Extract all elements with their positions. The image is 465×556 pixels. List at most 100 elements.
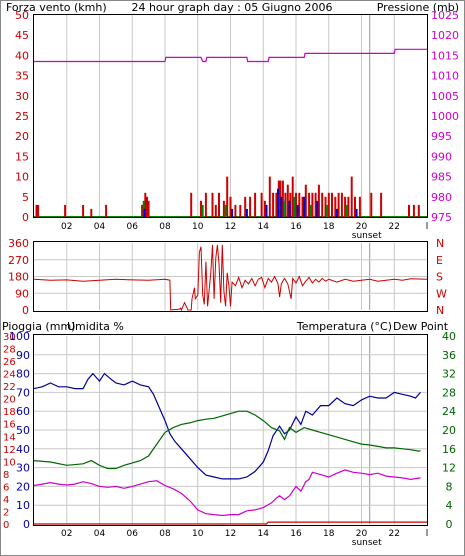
rain-tick-label: 6 [3,482,9,493]
x-tick-label: 16 [290,529,302,539]
wind-bar [314,192,317,217]
rain-tick-label: 4 [3,495,9,506]
wind-bar [90,208,93,217]
wind-bar [35,204,38,217]
wind-bar [311,192,314,217]
gust-bar [143,208,146,217]
dewpoint-axis-title: Dew Point [393,320,449,333]
x-tick-label: 12 [225,529,236,539]
wind-bar [308,192,311,217]
x-tick-label: 18 [323,222,335,232]
compass-label: N [436,304,444,317]
x-tick-label: 22 [389,529,400,539]
wind-bar [64,204,67,217]
wind-bar [331,192,333,217]
wind-bar [82,204,85,217]
rain-tick-label: 14 [3,432,16,443]
humidity-tick-label: 90 [16,349,30,362]
wind-bar [358,196,361,217]
wind-bar [214,204,217,217]
sunset-label: sunset [352,231,382,241]
sunset-label: sunset [352,538,382,548]
x-tick-label: 12 [225,222,236,232]
rain-tick-label: 28 [3,345,16,356]
humidity-tick-label: 40 [16,443,30,456]
gust-bar [245,208,248,217]
temperature-tick-label: 16 [442,443,456,456]
gust-bar [335,208,338,217]
x-tick-label: 08 [159,222,171,232]
wind-tick-label: 30 [15,90,29,103]
gust-bar [201,204,204,217]
temperature-tick-label: 24 [442,405,456,418]
gust-bar [296,204,299,217]
wind-bar [321,192,324,217]
temperature-axis-title: Temperatura (°C) [296,320,392,333]
temperature-tick-label: 8 [446,480,453,493]
humidity-tick-label: 50 [16,424,30,437]
x-tick-label: 14 [258,222,270,232]
pressure-line [34,48,427,63]
x-tick-label: l [426,222,429,232]
wind-bar [281,180,284,217]
gust-bar [293,196,296,217]
gust-bar [309,204,312,217]
wind-tick-label: 25 [15,110,29,123]
graph-title: 24 hour graph day : 05 Giugno 2006 [131,1,332,14]
wind-tick-label: 0 [22,211,29,224]
rain-tick-label: 2 [3,507,9,518]
compass-label: N [436,237,444,250]
wind-bar [324,196,327,217]
wind-bar [147,200,150,217]
temperature-tick-label: 4 [446,499,453,512]
compass-label: W [436,287,447,300]
rain-tick-label: 26 [3,357,16,368]
humidity-tick-label: 10 [16,499,30,512]
x-tick-label: 06 [127,529,139,539]
pressure-tick-label: 980 [431,191,452,204]
humidity-tick-label: 80 [16,368,30,381]
series-line-pioggia [34,521,427,525]
panel-climate-grid [34,336,427,524]
x-tick-label: 10 [192,529,204,539]
humidity-axis-title: Umidita % [67,320,124,333]
direction-tick-label: 0 [22,304,29,317]
temperature-tick-label: 12 [442,462,456,475]
gust-bar [265,204,268,217]
series-line-umidita [33,372,421,480]
wind-tick-label: 15 [15,150,29,163]
x-tick-label: 10 [192,222,204,232]
rain-tick-label: 22 [3,382,16,393]
direction-tick-label: 360 [8,237,29,250]
x-tick-label: l [426,529,429,539]
x-tick-label: 04 [94,529,106,539]
rain-axis-title: Pioggia (mm) [2,320,75,333]
wind-bar [291,176,294,217]
wind-tick-label: 35 [15,70,29,83]
temperature-tick-label: 40 [442,330,456,343]
wind-bar [141,204,144,217]
gust-bar [288,200,291,217]
x-tick-label: 14 [258,529,270,539]
gust-bar [355,208,358,217]
climate-series [33,372,427,525]
rain-tick-label: 16 [3,420,16,431]
wind-bar [286,184,289,217]
wind-bar [263,200,266,217]
wind-bar [244,196,247,217]
temperature-tick-label: 36 [442,349,456,362]
wind-bar [146,196,148,217]
wind-bar [211,192,214,217]
wind-bar [200,200,202,217]
panel-climate-axes: 0246810121416182022242628300102030405060… [3,330,456,548]
rain-tick-label: 12 [3,445,16,456]
wind-bar [254,192,257,217]
pressure-tick-label: 990 [431,150,452,163]
compass-label: S [436,271,443,284]
pressure-tick-label: 1025 [431,9,459,22]
x-tick-label: 16 [290,222,302,232]
x-tick-label: 22 [389,222,400,232]
direction-tick-label: 270 [8,254,29,267]
gust-bar [326,204,329,217]
